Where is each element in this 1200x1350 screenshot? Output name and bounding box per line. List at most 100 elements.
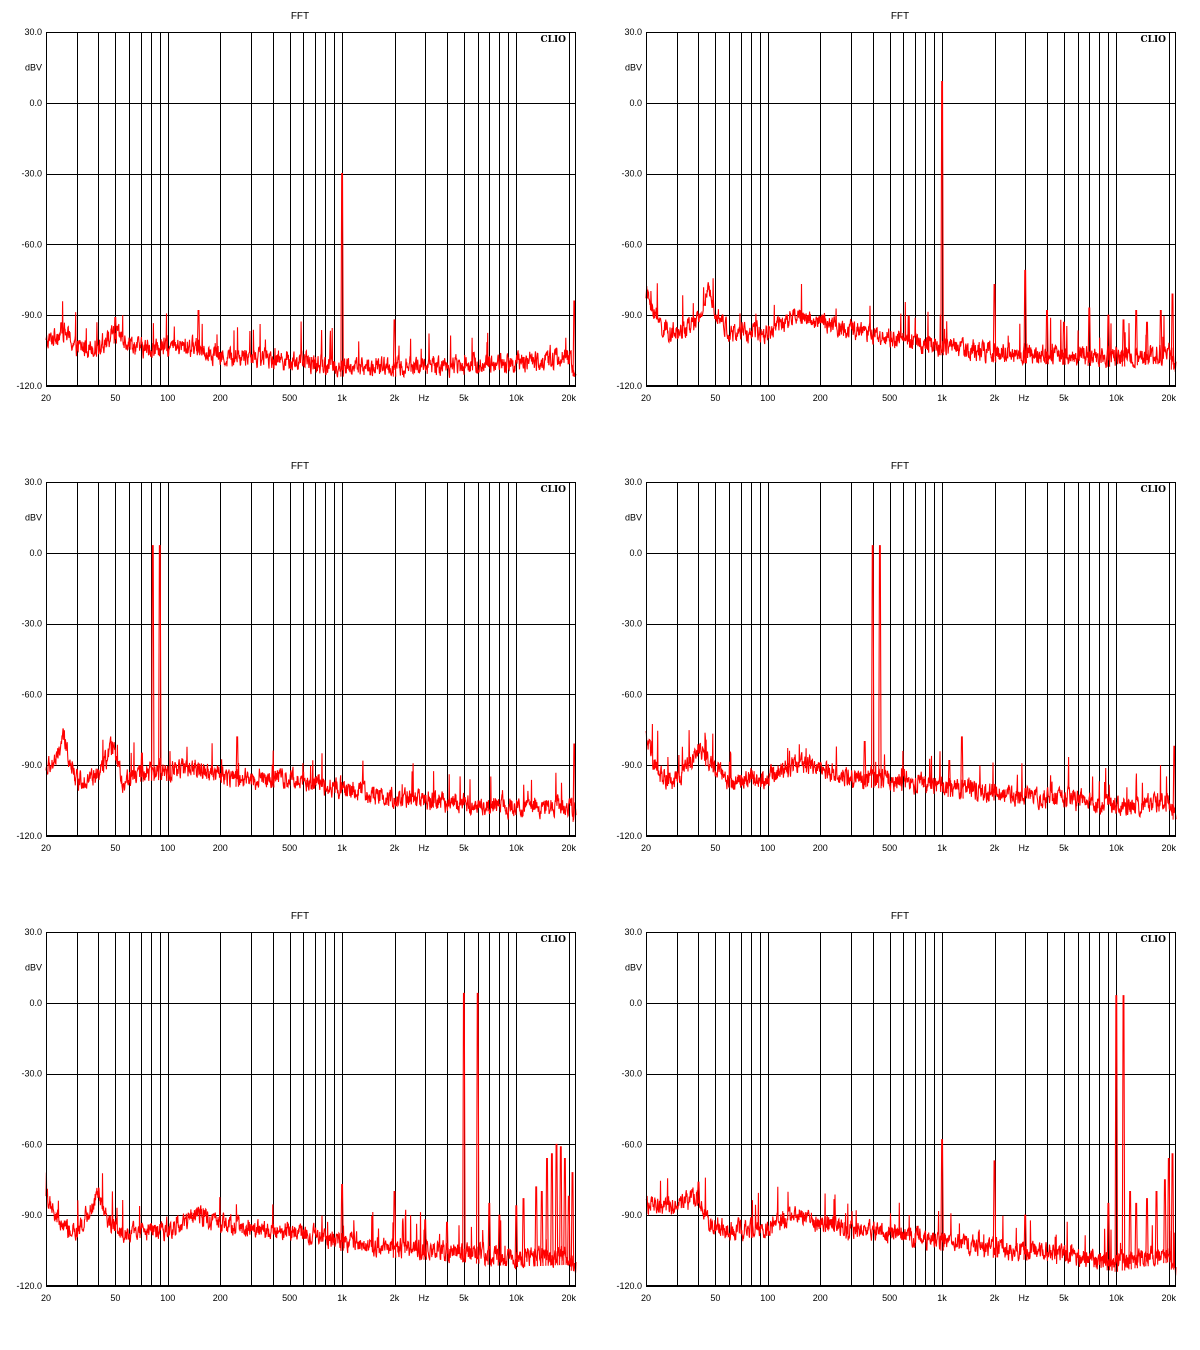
y-tick-label: -30.0 xyxy=(621,619,642,629)
chart-title: FFT xyxy=(891,911,909,922)
x-axis-unit-label: Hz xyxy=(418,1293,429,1303)
peak-mark xyxy=(235,736,239,787)
peak-mark xyxy=(570,1172,575,1271)
peaks xyxy=(140,545,577,822)
peak-mark xyxy=(1106,1202,1111,1271)
clio-brand-label: CLIO xyxy=(540,935,566,945)
fft-chart-svg: FFT CLIO 30.0 0.0 -30.0 -60.0 -90.0 -120.0 dBV 20… xyxy=(616,911,1177,1303)
y-tick-label: -60.0 xyxy=(21,239,42,249)
x-tick-label: 2k xyxy=(390,843,400,853)
y-tick-label: -90.0 xyxy=(21,760,42,770)
x-tick-label: 50 xyxy=(710,843,720,853)
peak-mark xyxy=(475,992,480,1264)
peak-mark xyxy=(340,173,344,377)
y-tick-label: -60.0 xyxy=(21,689,42,699)
fft-chart-svg: FFT CLIO 30.0 0.0 -30.0 -60.0 -90.0 -120.0 dBV 20… xyxy=(16,461,577,853)
peak-mark xyxy=(158,545,162,781)
y-tick-label: -60.0 xyxy=(621,1139,642,1149)
peaks xyxy=(940,81,1175,370)
y-tick-label: 0.0 xyxy=(29,98,42,108)
x-axis-unit-label: Hz xyxy=(1018,843,1029,853)
x-tick-label: 20k xyxy=(1162,1293,1177,1303)
y-axis-unit-label: dBV xyxy=(625,512,642,522)
peak-mark xyxy=(1023,269,1027,364)
x-tick-label: 1k xyxy=(337,843,347,853)
peak-mark xyxy=(151,545,155,781)
y-axis-unit-label: dBV xyxy=(625,62,642,72)
y-tick-label: -30.0 xyxy=(621,169,642,179)
y-tick-label: 0.0 xyxy=(629,998,642,1008)
peak-mark xyxy=(878,545,882,789)
y-tick-label: -120.0 xyxy=(16,831,42,841)
x-tick-label: 100 xyxy=(760,1293,775,1303)
x-tick-label: 20k xyxy=(562,1293,577,1303)
clio-brand-label: CLIO xyxy=(1140,485,1166,495)
chart-title: FFT xyxy=(291,461,309,472)
fft-panel-1: FFT CLIO 30.0 0.0 -30.0 -60.0 -90.0 -120.0 dBV 20… xyxy=(0,0,600,450)
y-axis-unit-label: dBV xyxy=(625,962,642,972)
x-tick-label: 100 xyxy=(160,843,175,853)
x-tick-label: 20 xyxy=(41,393,51,403)
peak-mark xyxy=(1087,307,1092,366)
peak-mark xyxy=(340,1183,344,1251)
y-tick-label: 30.0 xyxy=(24,477,42,487)
peak-mark xyxy=(545,1158,549,1266)
y-tick-label: -90.0 xyxy=(21,310,42,320)
peaks xyxy=(696,995,1175,1272)
clio-brand-label: CLIO xyxy=(1140,35,1166,45)
peak-mark xyxy=(1106,314,1111,367)
x-tick-label: 500 xyxy=(282,393,297,403)
clio-brand-label: CLIO xyxy=(540,35,566,45)
peak-mark xyxy=(487,1202,492,1265)
y-tick-label: -60.0 xyxy=(621,239,642,249)
peak-mark xyxy=(140,752,144,782)
plot-frame xyxy=(46,482,576,836)
x-tick-label: 50 xyxy=(110,843,120,853)
plot-area xyxy=(646,932,1176,1286)
x-tick-label: 200 xyxy=(213,1293,228,1303)
x-tick-label: 5k xyxy=(459,843,469,853)
peak-mark xyxy=(445,1221,449,1262)
y-tick-label: 0.0 xyxy=(629,98,642,108)
y-tick-label: -30.0 xyxy=(621,1069,642,1079)
fft-chart-svg: FFT CLIO 30.0 0.0 -30.0 -60.0 -90.0 -120.0 dBV 20… xyxy=(16,11,577,403)
x-tick-label: 50 xyxy=(710,1293,720,1303)
peak-mark xyxy=(1023,1214,1027,1260)
peak-mark xyxy=(1145,321,1149,365)
x-tick-label: 100 xyxy=(160,1293,175,1303)
peak-mark xyxy=(1134,1202,1138,1269)
y-tick-label: -30.0 xyxy=(21,1069,42,1079)
x-tick-label: 20k xyxy=(1162,843,1177,853)
y-tick-label: -120.0 xyxy=(616,1281,642,1291)
fft-trace xyxy=(45,301,577,379)
peak-mark xyxy=(1163,1179,1167,1264)
y-tick-label: 30.0 xyxy=(24,927,42,937)
peak-mark xyxy=(1134,309,1138,366)
peak-mark xyxy=(1167,1158,1171,1263)
x-tick-label: 10k xyxy=(509,1293,524,1303)
fft-panel-6: FFT CLIO 30.0 0.0 -30.0 -60.0 -90.0 -120.0 dBV 20… xyxy=(600,900,1200,1350)
y-tick-label: 0.0 xyxy=(629,548,642,558)
peak-mark xyxy=(696,1181,701,1206)
y-tick-label: -90.0 xyxy=(621,760,642,770)
x-tick-label: 100 xyxy=(760,843,775,853)
y-tick-label: -90.0 xyxy=(21,1210,42,1220)
y-tick-label: 30.0 xyxy=(624,27,642,37)
plot-frame xyxy=(46,932,576,1286)
peak-mark xyxy=(947,759,952,797)
x-tick-label: 5k xyxy=(459,1293,469,1303)
fft-chart-svg: FFT CLIO 30.0 0.0 -30.0 -60.0 -90.0 -120.0 dBV 20… xyxy=(616,461,1177,853)
x-tick-label: 100 xyxy=(760,393,775,403)
plot-frame xyxy=(46,32,576,386)
x-tick-label: 500 xyxy=(282,843,297,853)
peak-mark xyxy=(1121,319,1126,367)
peak-mark xyxy=(392,1191,397,1258)
x-tick-label: 2k xyxy=(990,1293,1000,1303)
x-tick-label: 200 xyxy=(213,843,228,853)
y-tick-label: -60.0 xyxy=(21,1139,42,1149)
fft-panel-4: FFT CLIO 30.0 0.0 -30.0 -60.0 -90.0 -120.0 dBV 20… xyxy=(600,450,1200,900)
peak-mark xyxy=(960,736,964,799)
peak-mark xyxy=(1121,995,1126,1271)
x-tick-label: 20 xyxy=(41,843,51,853)
x-tick-label: 10k xyxy=(1109,1293,1124,1303)
